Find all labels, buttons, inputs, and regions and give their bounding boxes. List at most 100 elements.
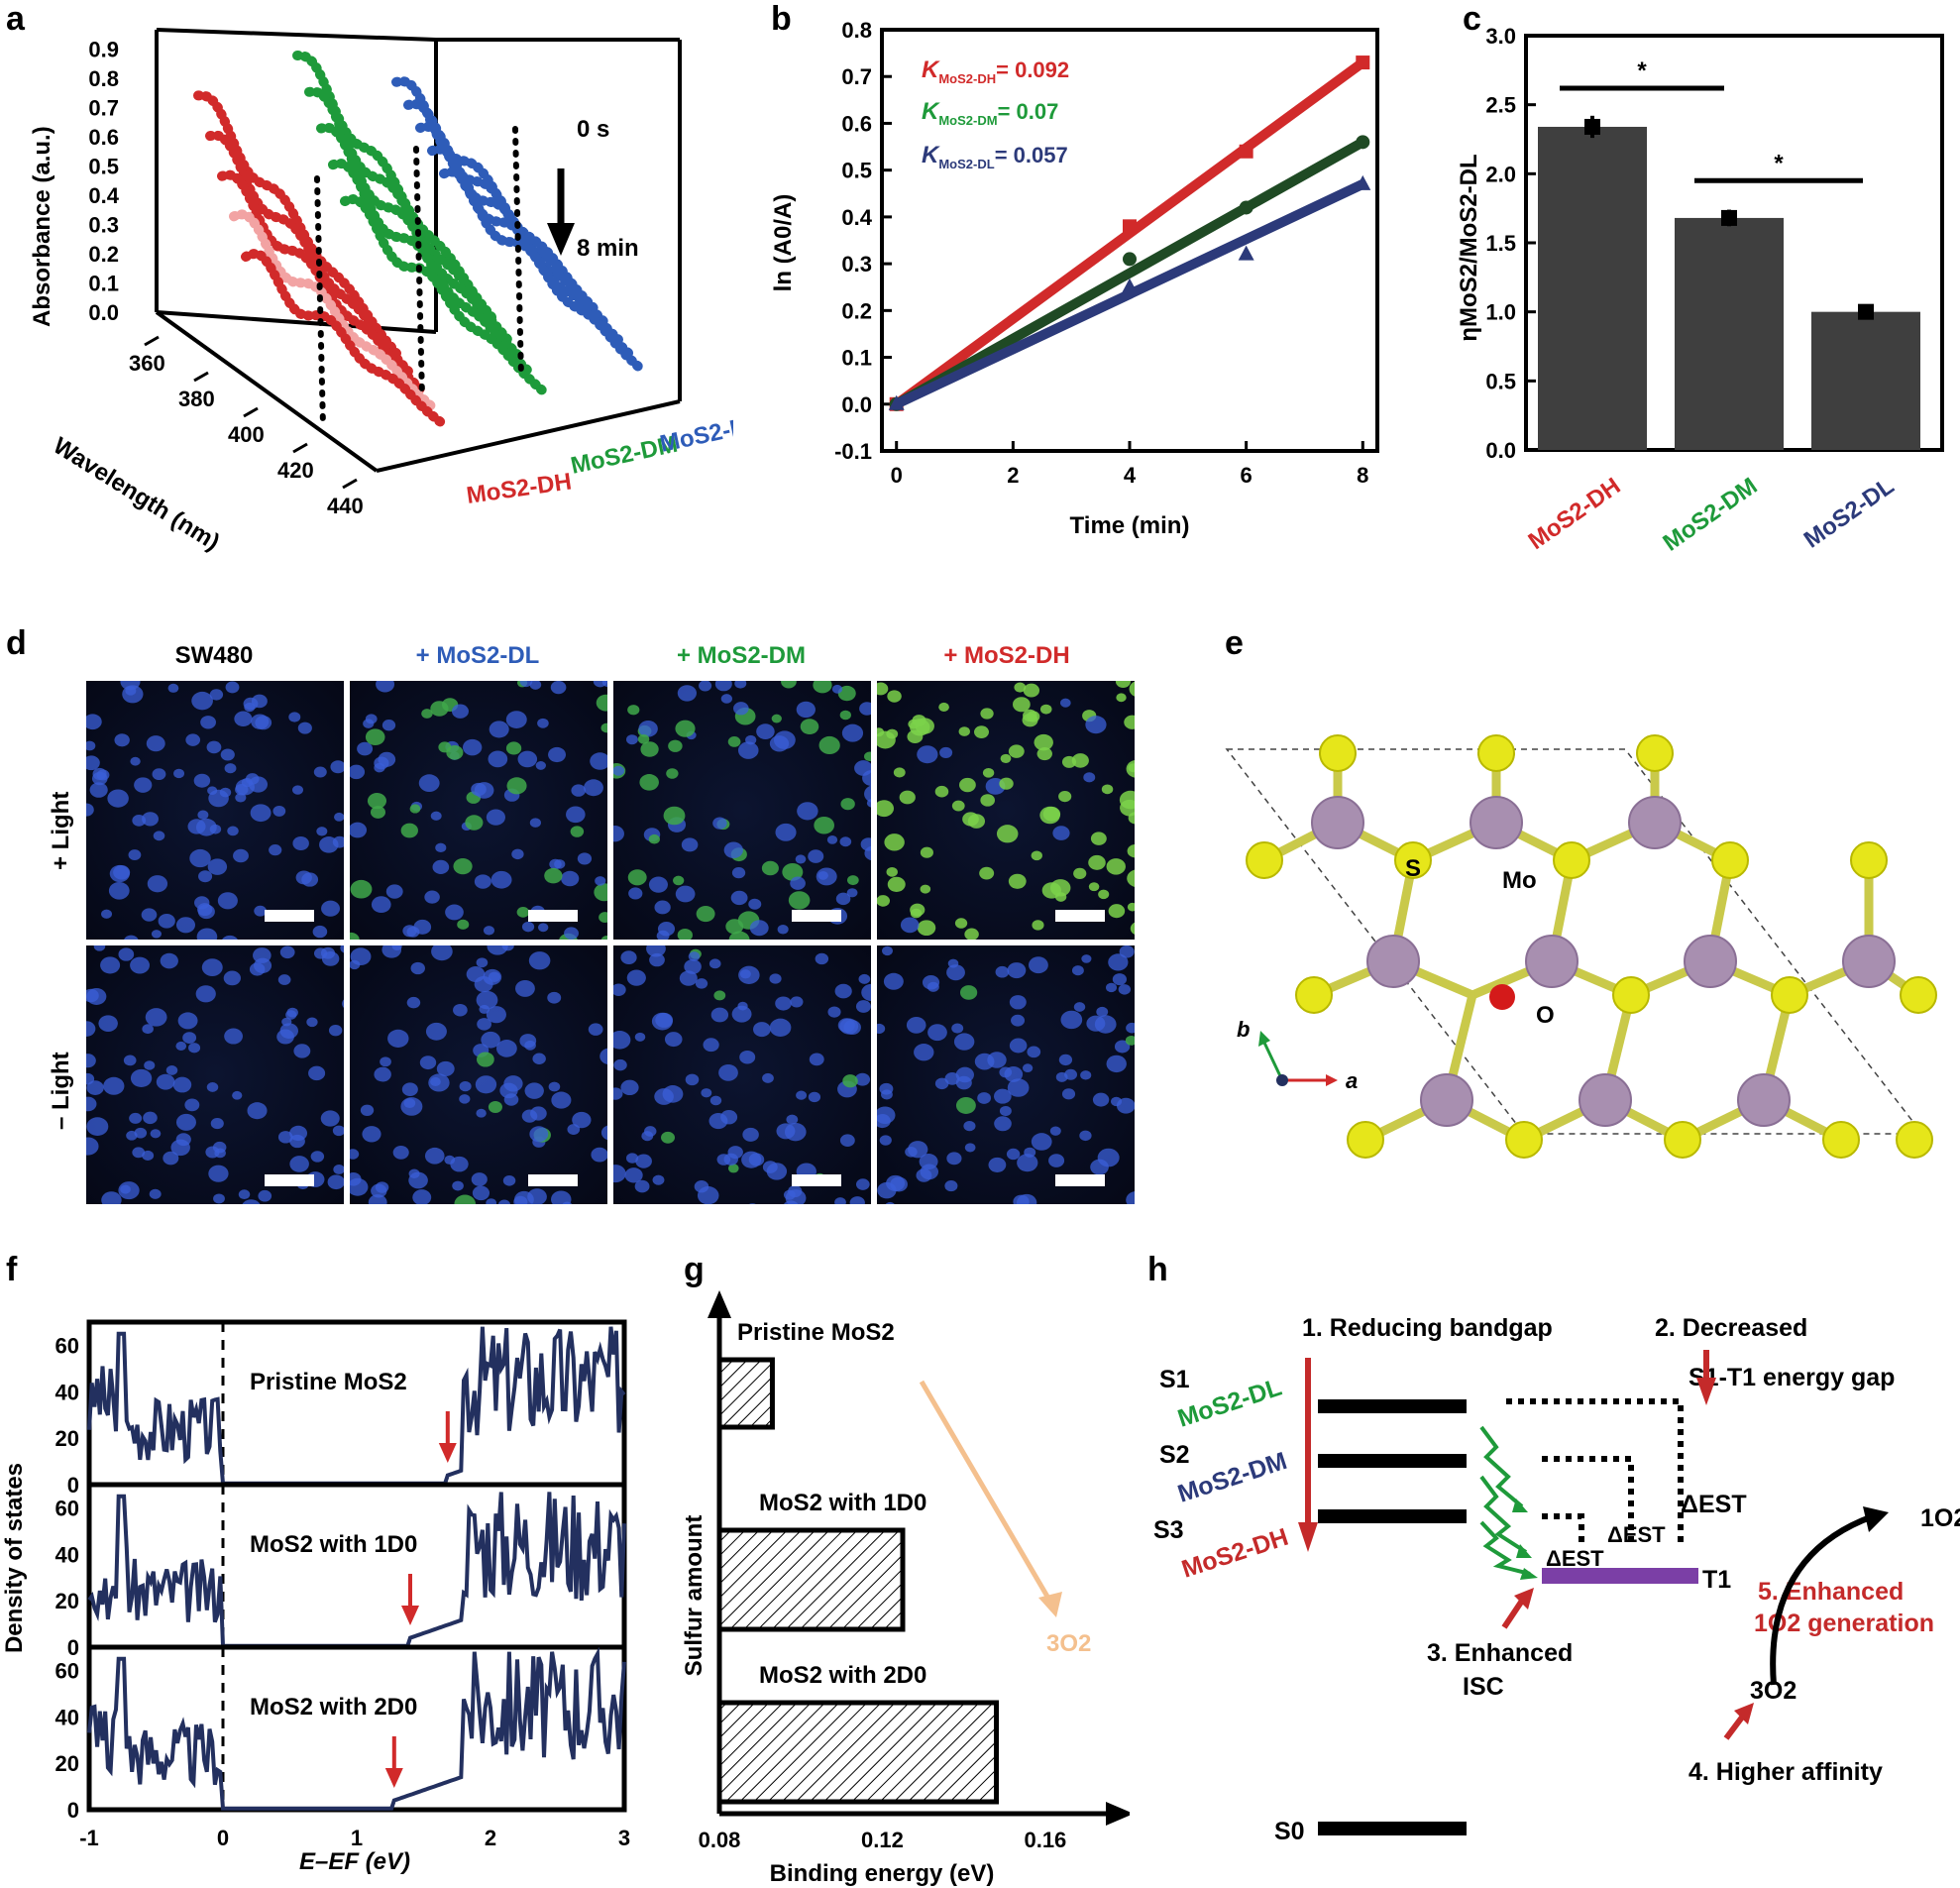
panel-b-y-tick: 0.2 (841, 298, 872, 323)
panel-a-series-label-H: MoS2-DH (465, 468, 573, 509)
panel-g-y-axis-label: Sulfur amount (681, 1515, 708, 1677)
panel-b-y-tick: 0.7 (841, 64, 872, 89)
panel-d-row-label-2: – Light (48, 1052, 74, 1130)
panel-e-S-atom (1505, 1121, 1543, 1159)
panel-a-x-tick: 360 (129, 351, 165, 376)
panel-d-micrograph (83, 678, 347, 943)
panel-g-bar (716, 1357, 775, 1430)
panel-b-y-axis-label: ln (A0/A) (770, 194, 797, 292)
panel-b-point (1355, 174, 1371, 190)
panel-d-col-header-4: + MoS2-DH (943, 642, 1070, 669)
panel-a-time-start: 0 s (577, 116, 609, 143)
panel-g-x-axis-label: Binding energy (eV) (770, 1860, 995, 1887)
panel-e-S-atom (1612, 976, 1650, 1014)
panel-label-d: d (6, 624, 27, 662)
panel-b-x-tick: 4 (1124, 463, 1137, 488)
panel-a-spectrum-curve (229, 209, 437, 412)
panel-d-scale-bar (528, 910, 578, 922)
panel-f-y-tick: 60 (55, 1496, 79, 1520)
panel-d-micrograph (874, 943, 1138, 1207)
panel-c-error-marker (1721, 209, 1737, 226)
panel-d-scale-bar (265, 910, 314, 922)
panel-d-micrograph (874, 678, 1138, 943)
panel-f-y-axis-label: Density of states (1, 1463, 28, 1653)
panel-a-peak-marker (314, 175, 326, 429)
panel-b-chart: -0.1 0.0 0.1 0.2 0.3 0.4 0.5 0.6 0.7 0.8 0 2 4 6 8 Tim… (770, 18, 1379, 539)
panel-c-error-marker (1584, 118, 1600, 135)
panel-e-Mo-atom (1684, 935, 1737, 988)
panel-e-S-atom (1347, 1121, 1384, 1159)
panel-d-micrograph (347, 943, 610, 1207)
panel-e-S-atom (1295, 976, 1333, 1014)
panel-a-time-end: 8 min (577, 235, 639, 262)
panel-h-energy-levels (1318, 1399, 1467, 1835)
panel-d-micrograph (610, 678, 874, 943)
panel-f-dos-curve (87, 1646, 626, 1811)
panel-c-chart: 0.0 0.5 1.0 1.5 2.0 2.5 3.0 MoS2-DH MoS2-DM MoS2… (1456, 24, 1944, 557)
panel-c-significance: * (1637, 57, 1647, 84)
panel-f-y-tick: 20 (55, 1751, 79, 1776)
panel-c-y-tick: 2.5 (1485, 93, 1516, 118)
panel-a-y-tick: 0.5 (88, 155, 119, 179)
panel-h-step4: 4. Higher affinity (1688, 1758, 1883, 1786)
panel-f-x-tick: 2 (485, 1826, 496, 1850)
panel-e-crystal-structure: S Mo O a b (1225, 734, 1937, 1159)
panel-e-S-atom (1771, 976, 1808, 1014)
panel-e-S-atom (1896, 1121, 1933, 1159)
panel-c-bar (1538, 126, 1647, 451)
panel-c-error-marker (1858, 303, 1874, 320)
panel-b-point (1122, 278, 1138, 293)
panel-e-S-atom (1246, 841, 1283, 879)
panel-h-triplet-o2: 3O2 (1750, 1677, 1797, 1705)
panel-c-x-tick: MoS2-DH (1524, 473, 1626, 555)
panel-a-y-ticks: 0.0 0.1 0.2 0.3 0.4 0.5 0.6 0.7 0.8 0.9 (88, 38, 119, 326)
panel-b-legend-H: KMoS2-DH= 0.092 (922, 56, 1069, 86)
panel-b-point (1239, 144, 1253, 159)
panel-b-y-tick: 0.8 (841, 18, 872, 43)
panel-a-spectra (193, 51, 647, 430)
panel-b-y-tick: 0.1 (841, 346, 872, 371)
panel-c-x-tick: MoS2-DL (1799, 473, 1900, 554)
panel-e-Mo-atom (1628, 796, 1682, 849)
panel-f-y-tick: 0 (67, 1798, 79, 1823)
panel-e-axis-b: b (1237, 1017, 1250, 1042)
panel-d-col-header-3: + MoS2-DM (676, 642, 806, 669)
panel-a-spectrum-curve (241, 248, 449, 430)
panel-a-spectrum-curve (328, 158, 536, 380)
panel-a-spectrum-curve (340, 193, 548, 396)
panel-f-y-tick: 40 (55, 1380, 79, 1404)
panel-e-S-atom (1900, 976, 1937, 1014)
panel-f-subpanel-label: Pristine MoS2 (250, 1369, 407, 1395)
panel-a-frame (155, 28, 682, 473)
panel-h-step3a: 3. Enhanced (1427, 1639, 1573, 1667)
panel-c-y-tick: 0.0 (1485, 438, 1516, 463)
panel-c-y-tick: 2.0 (1485, 162, 1516, 186)
panel-b-point (1356, 56, 1370, 70)
panel-g-bar-label: MoS2 with 1D0 (759, 1490, 926, 1516)
panel-b-x-tick: 6 (1241, 463, 1252, 488)
panel-d-micrograph (83, 943, 347, 1207)
panel-a-y-tick: 0.1 (88, 272, 119, 296)
panel-f-x-tick: 3 (618, 1826, 630, 1850)
panel-label-b: b (771, 0, 792, 38)
panel-h-step2b: S1-T1 energy gap (1688, 1364, 1895, 1391)
panel-h-material-DM: MoS2-DM (1174, 1447, 1290, 1508)
panel-a-series-label-L: MoS2-DL (658, 410, 733, 458)
panel-f-x-tick: 1 (351, 1826, 363, 1850)
panel-a-y-tick: 0.3 (88, 213, 119, 238)
panel-h-singlet-o2: 1O2 (1920, 1504, 1960, 1532)
panel-f-y-tick: 0 (67, 1635, 79, 1660)
panel-label-e: e (1225, 624, 1244, 662)
panel-f-subpanel-label: MoS2 with 2D0 (250, 1694, 417, 1721)
panel-a-y-tick: 0.8 (88, 66, 119, 91)
panel-a-y-tick: 0.4 (88, 183, 119, 208)
panel-d-scale-bar (265, 1174, 314, 1186)
panel-f-x-axis-label: E–EF (eV) (299, 1848, 410, 1875)
panel-b-x-tick: 0 (891, 463, 903, 488)
panel-g-bar-label: Pristine MoS2 (737, 1319, 895, 1346)
panel-h-dotted-levels (1506, 1398, 1684, 1546)
panel-d-scale-bar (1055, 910, 1105, 922)
panel-h-level-S2: S2 (1159, 1441, 1190, 1469)
panel-a-spectrum-curve (205, 130, 413, 377)
panel-f-y-tick: 20 (55, 1426, 79, 1451)
